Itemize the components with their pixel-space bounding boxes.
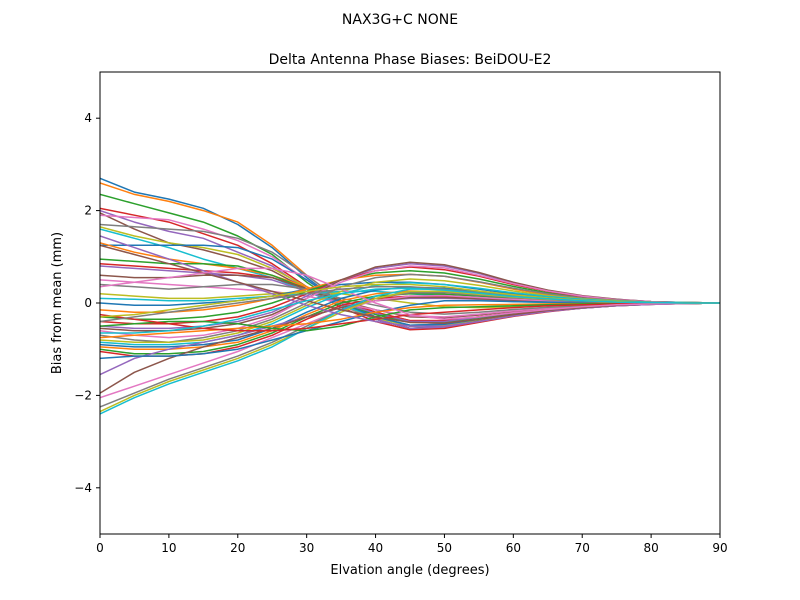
chart-suptitle: NAX3G+C NONE bbox=[342, 12, 458, 28]
y-axis: −4 −2 0 2 4 bbox=[74, 111, 100, 495]
series-layer bbox=[100, 177, 720, 415]
x-axis-label: Elvation angle (degrees) bbox=[330, 563, 489, 578]
y-tick-label: 4 bbox=[84, 111, 92, 125]
x-tick-label: 40 bbox=[368, 541, 383, 555]
x-tick-label: 10 bbox=[161, 541, 176, 555]
x-tick-label: 60 bbox=[506, 541, 521, 555]
series-line-s47 bbox=[100, 267, 720, 320]
y-axis-label: Bias from mean (mm) bbox=[50, 232, 65, 374]
x-tick-label: 0 bbox=[96, 541, 104, 555]
series-line-s50 bbox=[100, 287, 720, 334]
chart-title: Delta Antenna Phase Biases: BeiDOU-E2 bbox=[269, 52, 552, 68]
x-tick-label: 90 bbox=[712, 541, 727, 555]
y-tick-label: −2 bbox=[74, 388, 92, 402]
y-tick-label: 0 bbox=[84, 296, 92, 310]
x-tick-label: 50 bbox=[437, 541, 452, 555]
x-axis: 0 10 20 30 40 50 60 70 80 90 bbox=[96, 534, 728, 555]
y-tick-label: −4 bbox=[74, 481, 92, 495]
y-tick-label: 2 bbox=[84, 204, 92, 218]
x-tick-label: 20 bbox=[230, 541, 245, 555]
x-tick-label: 30 bbox=[299, 541, 314, 555]
x-tick-label: 70 bbox=[575, 541, 590, 555]
x-tick-label: 80 bbox=[643, 541, 658, 555]
